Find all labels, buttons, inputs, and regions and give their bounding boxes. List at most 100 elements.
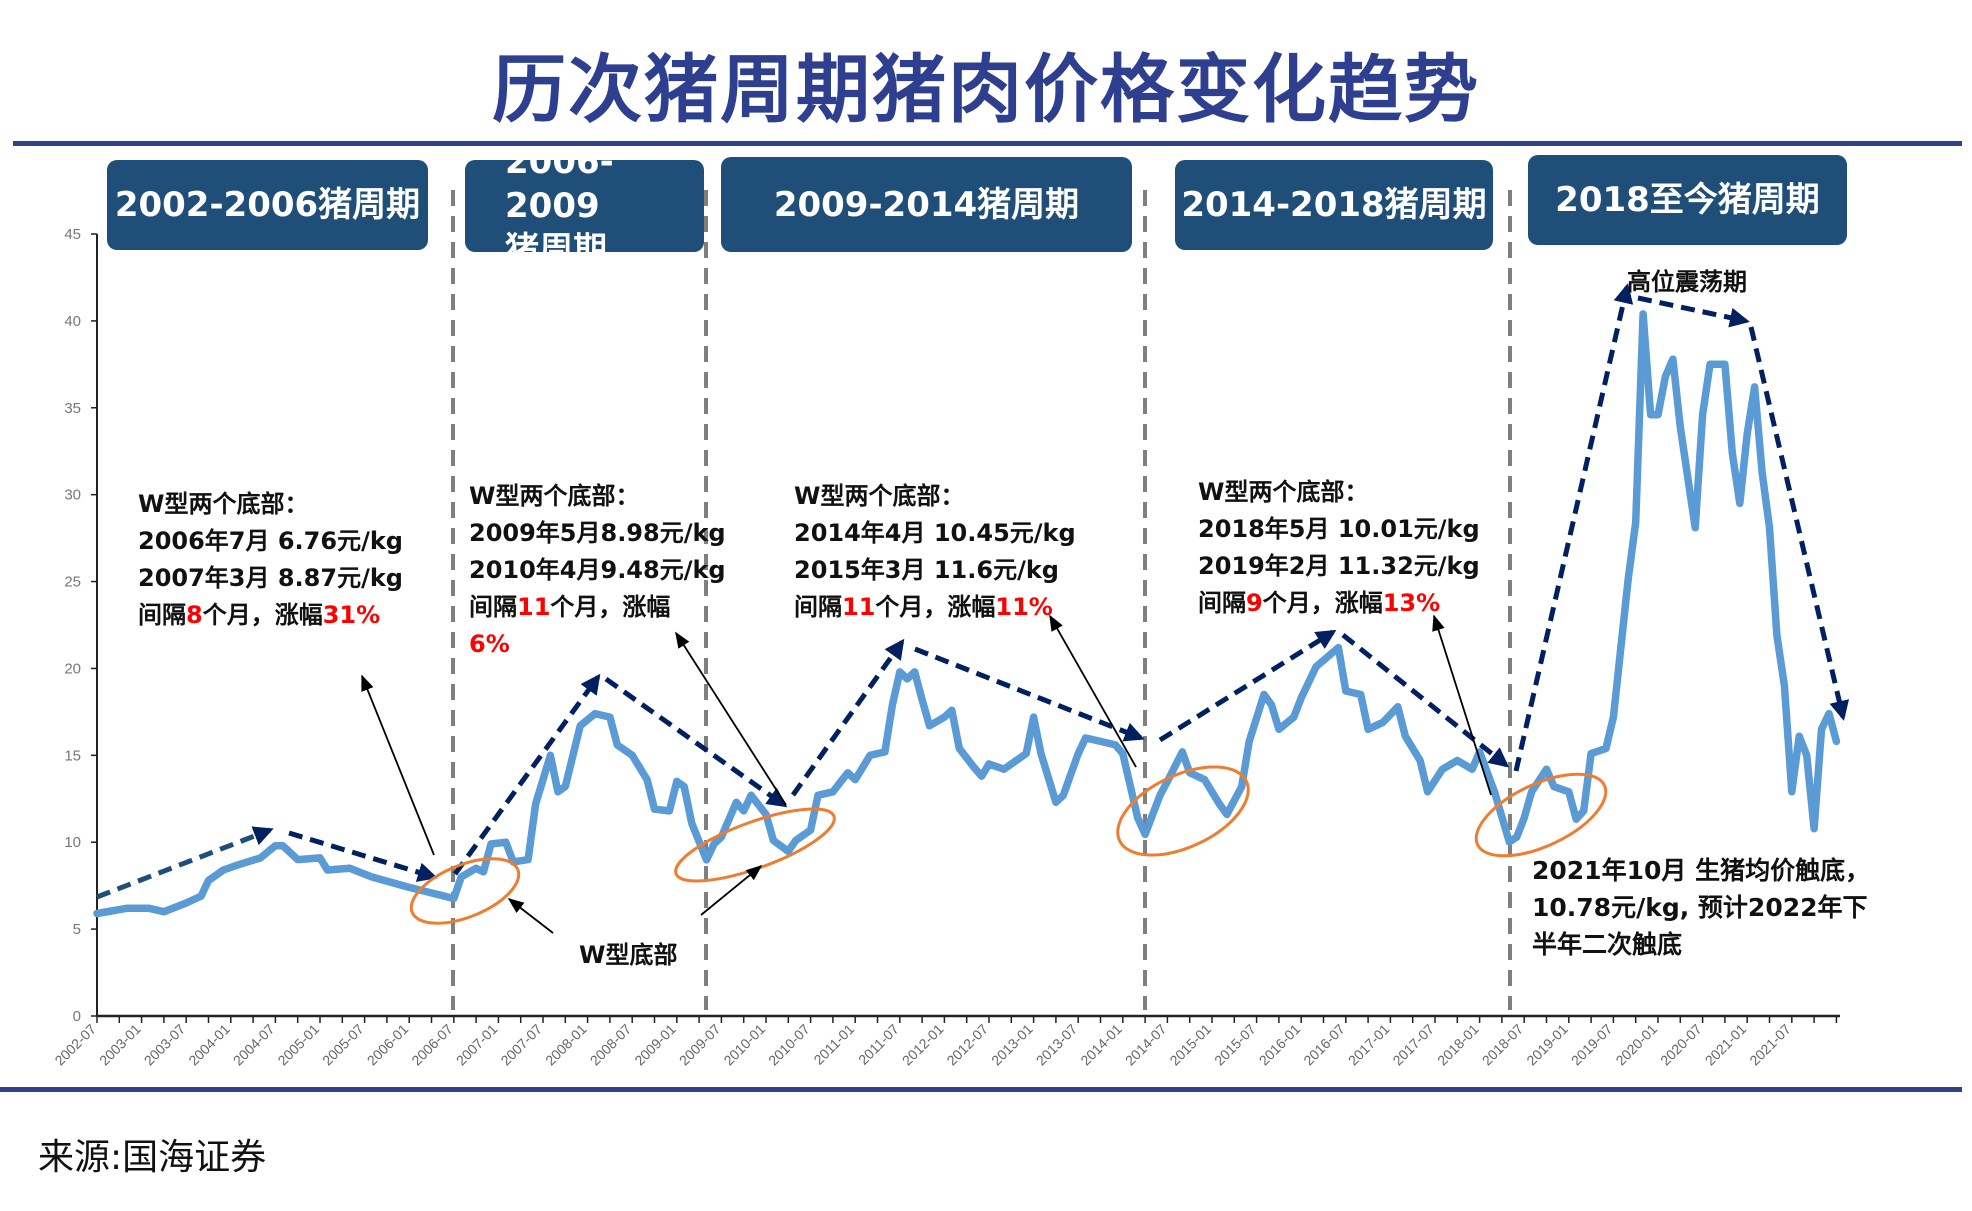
x-tick-label: 2019-07 — [1568, 1021, 1616, 1069]
x-tick-label: 2006-01 — [364, 1021, 412, 1069]
x-tick-label: 2016-01 — [1256, 1021, 1304, 1069]
annotation-text: 个月，涨幅 — [1262, 589, 1383, 617]
y-tick-label: 20 — [64, 660, 81, 677]
interval-months: 11 — [517, 593, 551, 621]
x-tick-label: 2002-07 — [51, 1021, 99, 1069]
x-tick-label: 2013-01 — [988, 1021, 1036, 1069]
x-tick-label: 2009-01 — [631, 1021, 679, 1069]
annotation-cycle-3: W型两个底部： 2014年4月 10.45元/kg 2015年3月 11.6元/… — [794, 478, 1076, 626]
x-tick-label: 2021-01 — [1702, 1021, 1750, 1069]
x-tick-label: 2007-07 — [497, 1021, 545, 1069]
x-tick-label: 2011-07 — [855, 1021, 902, 1068]
trend-arrow — [96, 826, 274, 900]
page-title: 历次猪周期猪肉价格变化趋势 — [492, 47, 1480, 133]
annotation-text: 个月，涨幅 — [202, 601, 323, 629]
y-tick-label: 0 — [73, 1008, 81, 1025]
w-bottom-ellipse — [674, 807, 836, 883]
annotation-cycle-2: W型两个底部： 2009年5月8.98元/kg 2010年4月9.48元/kg … — [469, 478, 726, 663]
x-tick-label: 2017-07 — [1389, 1021, 1437, 1069]
interval-months: 9 — [1246, 589, 1263, 617]
x-tick-label: 2005-01 — [274, 1021, 322, 1069]
pointer-arrow — [675, 631, 787, 806]
cycle-header-2009-2014: 2009-2014猪周期 — [721, 157, 1132, 252]
x-tick-label: 2006-07 — [408, 1021, 456, 1069]
annotation-text: 个月，涨幅 — [875, 593, 996, 621]
source-note: 来源:国海证券 — [38, 1137, 267, 1178]
annotation-line: W型两个底部： — [794, 482, 965, 510]
w-bottom-ellipse — [1116, 765, 1250, 857]
annotation-line: 间隔9个月，涨幅13% — [1198, 585, 1480, 622]
rise-percent: 6% — [469, 630, 510, 658]
trend-arrow — [914, 646, 1145, 742]
annotation-text: 个月，涨幅 — [550, 593, 671, 621]
w-bottom-ellipse — [409, 857, 521, 925]
x-tick-label: 2015-07 — [1211, 1021, 1259, 1069]
annotation-line: 半年二次触底 — [1532, 930, 1683, 959]
trend-arrow — [1158, 629, 1337, 743]
annotation-cycle-4: W型两个底部： 2018年5月 10.01元/kg 2019年2月 11.32元… — [1198, 474, 1480, 622]
rise-percent: 13% — [1382, 589, 1441, 617]
x-tick-label: 2018-01 — [1434, 1021, 1482, 1069]
trend-arrow — [1341, 633, 1510, 768]
trend-arrow — [1748, 326, 1850, 721]
pointer-arrow — [507, 898, 554, 934]
top-divider — [13, 141, 1962, 146]
annotation-cycle-5: 2021年10月 生猪均价触底， 10.78元/kg, 预计2022年下 半年二… — [1532, 852, 1870, 963]
cycle-header-2018-now: 2018至今猪周期 — [1528, 155, 1847, 245]
x-tick-label: 2018-07 — [1479, 1021, 1527, 1069]
x-tick-label: 2020-07 — [1657, 1021, 1705, 1069]
x-tick-label: 2011-01 — [810, 1021, 857, 1068]
trend-arrow — [1513, 283, 1634, 772]
x-tick-label: 2015-01 — [1166, 1021, 1214, 1069]
annotation-line: 2009年5月8.98元/kg — [469, 519, 726, 547]
x-tick-label: 2009-07 — [676, 1021, 724, 1069]
x-tick-label: 2019-01 — [1523, 1021, 1571, 1069]
x-tick-label: 2004-07 — [230, 1021, 278, 1069]
pointer-arrow — [700, 864, 763, 916]
y-tick-label: 5 — [73, 921, 81, 938]
interval-months: 11 — [842, 593, 876, 621]
x-tick-label: 2017-01 — [1345, 1021, 1393, 1069]
annotation-line: W型两个底部： — [469, 482, 640, 510]
annotation-line: 2018年5月 10.01元/kg — [1198, 515, 1480, 543]
trend-arrow — [604, 676, 788, 808]
annotation-text: 间隔 — [794, 593, 842, 621]
cycle-header-2002-2006: 2002-2006猪周期 — [107, 160, 428, 250]
annotation-line: W型两个底部： — [1198, 478, 1369, 506]
trend-arrow — [452, 673, 601, 876]
x-tick-label: 2004-01 — [185, 1021, 233, 1069]
y-tick-label: 30 — [64, 487, 81, 504]
y-tick-label: 35 — [64, 400, 81, 417]
rise-percent: 31% — [322, 601, 381, 629]
x-tick-label: 2010-01 — [720, 1021, 768, 1069]
annotation-line: 2006年7月 6.76元/kg — [138, 527, 403, 555]
rise-percent: 11% — [995, 593, 1053, 621]
bottom-divider — [0, 1087, 1962, 1092]
annotation-line: 10.78元/kg, 预计2022年下 — [1532, 893, 1868, 922]
x-tick-label: 2021-07 — [1746, 1021, 1794, 1069]
x-tick-label: 2008-07 — [587, 1021, 635, 1069]
cycle-header-text: 2002-2006猪周期 — [114, 185, 421, 225]
x-tick-label: 2014-01 — [1077, 1021, 1125, 1069]
x-tick-label: 2007-01 — [453, 1021, 501, 1069]
x-tick-label: 2016-07 — [1300, 1021, 1348, 1069]
annotation-text: 间隔 — [1198, 589, 1246, 617]
annotation-line: 间隔11个月，涨幅 — [469, 589, 726, 626]
annotation-line: 2015年3月 11.6元/kg — [794, 556, 1059, 584]
annotation-cycle-1: W型两个底部： 2006年7月 6.76元/kg 2007年3月 8.87元/k… — [138, 486, 403, 634]
annotation-line: 2010年4月9.48元/kg — [469, 556, 726, 584]
x-tick-label: 2012-07 — [943, 1021, 991, 1069]
x-tick-label: 2003-07 — [141, 1021, 189, 1069]
x-tick-label: 2010-07 — [765, 1021, 813, 1069]
x-tick-label: 2008-01 — [542, 1021, 590, 1069]
cycle-dividers — [451, 190, 1512, 1010]
annotation-line: 2019年2月 11.32元/kg — [1198, 552, 1480, 580]
cycle-header-text: 2009-2014猪周期 — [773, 184, 1080, 225]
trend-arrow — [790, 638, 905, 797]
x-tick-label: 2020-01 — [1612, 1021, 1660, 1069]
cycle-header-text: 猪周期 — [505, 230, 607, 270]
trend-arrows — [96, 283, 1850, 900]
annotation-text: 间隔 — [469, 593, 517, 621]
pointer-arrow — [1432, 614, 1492, 796]
